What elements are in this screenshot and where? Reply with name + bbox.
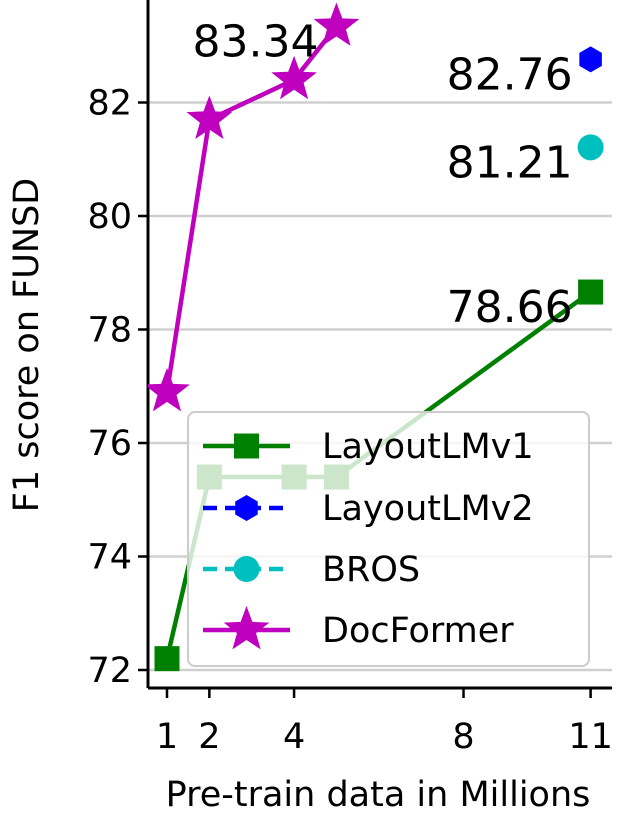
data-point-layoutlmv2: [579, 46, 602, 73]
x-tick-label: 4: [283, 717, 305, 757]
legend-marker-docformer: [223, 606, 270, 650]
legend-label-docformer: DocFormer: [322, 611, 514, 651]
data-label: 78.66: [447, 282, 573, 333]
data-point-layoutlmv1: [154, 646, 180, 672]
data-label: 81.21: [447, 137, 573, 188]
x-axis-label: Pre-train data in Millions: [166, 775, 591, 815]
legend: LayoutLMv1 LayoutLMv2 BROS DocFormer: [187, 411, 590, 667]
legend-label-layoutlmv1: LayoutLMv1: [322, 427, 534, 467]
legend-box: [187, 411, 590, 667]
legend-label-bros: BROS: [322, 550, 420, 590]
data-point-docformer: [186, 95, 233, 139]
data-point-docformer: [271, 55, 317, 100]
legend-label-layoutlmv2: LayoutLMv2: [322, 489, 534, 529]
y-tick-label: 72: [87, 651, 132, 691]
y-axis-label: F1 score on FUNSD: [7, 178, 47, 513]
series-line-docformer: [164, 25, 339, 393]
x-tick-label: 1: [156, 717, 178, 757]
data-point-docformer: [313, 2, 360, 46]
legend-marker-layoutlmv1: [234, 433, 259, 459]
legend-marker-layoutlmv2: [235, 495, 258, 521]
data-point-layoutlmv1: [578, 279, 604, 305]
y-tick-label: 78: [87, 311, 132, 351]
y-tick-label: 80: [87, 197, 132, 237]
data-point-bros: [577, 134, 604, 161]
y-tick-label: 82: [87, 84, 132, 124]
x-tick-label: 2: [198, 717, 220, 757]
data-label: 83.34: [192, 16, 318, 67]
data-label: 82.76: [447, 49, 573, 100]
y-tick-label: 74: [87, 538, 132, 578]
y-tick-label: 76: [87, 424, 132, 464]
data-point-docformer: [148, 367, 190, 412]
x-tick-label: 8: [452, 717, 474, 757]
x-tick-label: 11: [568, 717, 613, 757]
legend-marker-bros: [233, 556, 260, 582]
